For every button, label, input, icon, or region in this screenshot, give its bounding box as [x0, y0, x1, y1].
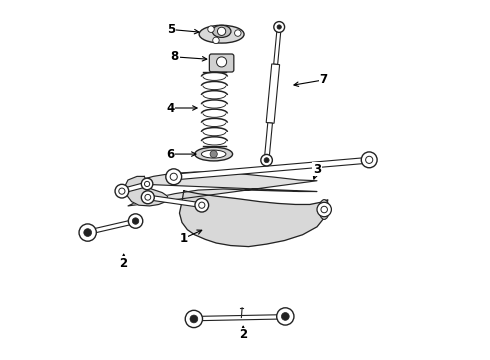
Circle shape: [274, 22, 285, 32]
Circle shape: [141, 178, 153, 190]
Circle shape: [128, 214, 143, 228]
Polygon shape: [124, 176, 168, 206]
Circle shape: [277, 308, 294, 325]
Circle shape: [185, 310, 202, 328]
Circle shape: [210, 150, 217, 158]
Circle shape: [190, 315, 198, 323]
Ellipse shape: [199, 25, 244, 43]
Circle shape: [141, 191, 154, 204]
Circle shape: [84, 229, 92, 237]
Text: 2: 2: [239, 328, 247, 341]
Circle shape: [317, 202, 331, 217]
Ellipse shape: [212, 25, 231, 37]
Circle shape: [208, 26, 214, 32]
Circle shape: [195, 198, 209, 212]
Circle shape: [132, 218, 139, 224]
Ellipse shape: [201, 150, 226, 158]
Circle shape: [166, 169, 182, 185]
Polygon shape: [147, 195, 202, 207]
Text: 5: 5: [167, 23, 175, 36]
Circle shape: [217, 57, 227, 67]
Circle shape: [261, 154, 272, 166]
Circle shape: [264, 158, 269, 163]
Text: 1: 1: [180, 232, 188, 245]
Polygon shape: [88, 219, 136, 234]
Circle shape: [361, 152, 377, 168]
Ellipse shape: [319, 199, 329, 220]
Circle shape: [277, 25, 281, 29]
Polygon shape: [173, 157, 369, 180]
Circle shape: [218, 27, 226, 35]
Text: 6: 6: [166, 148, 174, 161]
Polygon shape: [266, 64, 280, 123]
Text: 3: 3: [313, 163, 321, 176]
Polygon shape: [122, 182, 147, 193]
Circle shape: [79, 224, 97, 241]
Ellipse shape: [195, 147, 233, 161]
Text: 7: 7: [319, 73, 327, 86]
Circle shape: [235, 30, 241, 36]
Polygon shape: [264, 123, 272, 161]
Text: 8: 8: [171, 50, 179, 63]
Text: 2: 2: [120, 257, 128, 270]
Circle shape: [115, 184, 129, 198]
Text: 4: 4: [166, 102, 174, 114]
Polygon shape: [128, 172, 317, 206]
Circle shape: [281, 312, 289, 320]
Polygon shape: [274, 27, 281, 64]
Polygon shape: [179, 191, 328, 247]
Polygon shape: [195, 315, 285, 321]
FancyBboxPatch shape: [209, 54, 234, 72]
Circle shape: [213, 37, 219, 44]
